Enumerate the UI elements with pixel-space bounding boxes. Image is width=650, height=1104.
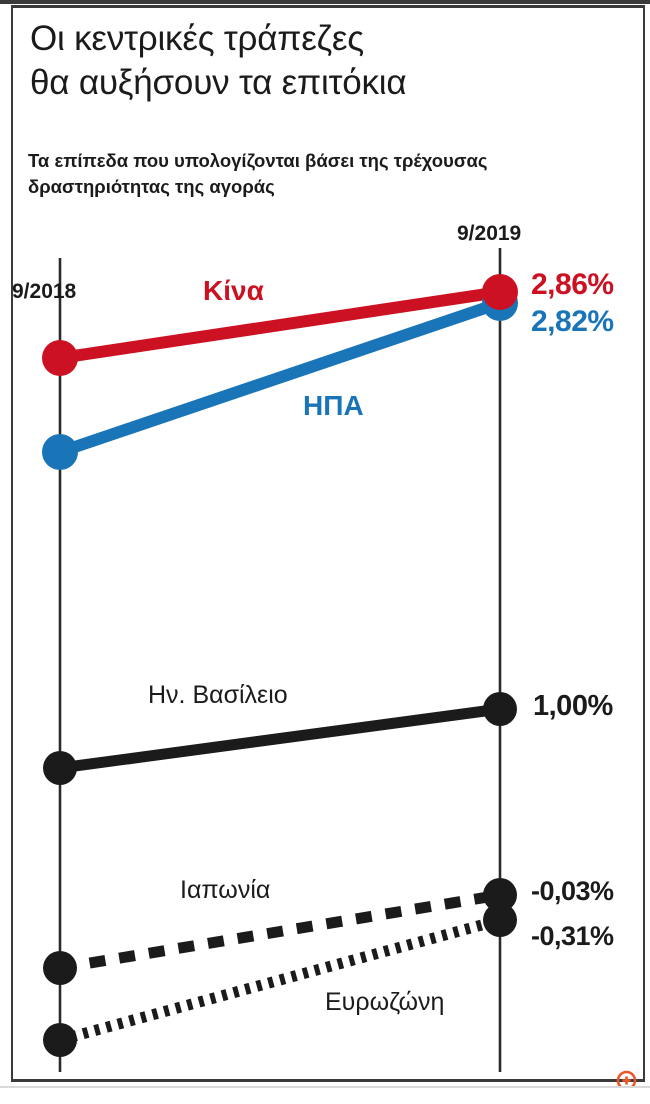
page-title: Οι κεντρικές τράπεζες θα αυξήσουν τα επι…: [30, 17, 610, 106]
page-subtitle: Τα επίπεδα που υπολογίζονται βάσει της τ…: [28, 148, 613, 201]
series-label-china: Κίνα: [203, 275, 264, 306]
page-subtitle-line-2: δραστηριότητας της αγοράς: [28, 176, 275, 198]
series-label-eurozone: Ευρωζώνη: [325, 988, 445, 1016]
value-label-china: 2,86%: [531, 268, 614, 301]
series-label-japan: Ιαπωνία: [180, 876, 271, 904]
bottom-strip: [0, 1086, 650, 1104]
value-label-uk: 1,00%: [533, 690, 613, 722]
value-label-japan: -0,03%: [531, 876, 614, 906]
page-subtitle-line-1: Τα επίπεδα που υπολογίζονται βάσει της τ…: [28, 150, 488, 171]
series-label-usa: ΗΠΑ: [303, 390, 364, 421]
axis-label-2019: 9/2019: [457, 222, 522, 245]
value-label-usa: 2,82%: [531, 305, 614, 338]
top-border: [0, 0, 650, 4]
page-title-line-1: Οι κεντρικές τράπεζες: [30, 19, 364, 58]
page-title-line-2: θα αυξήσουν τα επιτόκια: [30, 63, 407, 103]
axis-label-2018: 9/2018: [12, 280, 77, 303]
value-label-eurozone: -0,31%: [531, 921, 614, 951]
series-label-uk: Ην. Βασίλειο: [148, 681, 288, 709]
